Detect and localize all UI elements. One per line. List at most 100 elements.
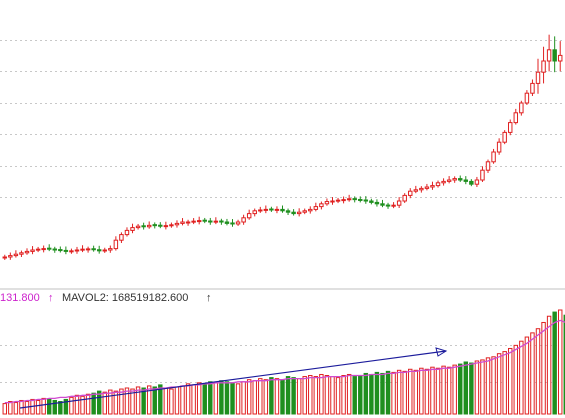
candle-body: [446, 179, 452, 182]
candle-body: [552, 49, 557, 62]
candle-body: [46, 247, 52, 250]
volume-bar: [358, 375, 363, 415]
candle-body: [224, 221, 230, 224]
candle-body: [180, 221, 185, 224]
volume-bar: [558, 309, 563, 415]
candle-body: [341, 199, 346, 202]
volume-bar: [102, 391, 107, 415]
volume-bar: [541, 321, 546, 415]
volume-bar: [246, 379, 252, 415]
volume-bar: [235, 383, 241, 415]
candle-body: [413, 189, 419, 192]
candle-body: [452, 178, 457, 181]
candle-body: [24, 250, 30, 254]
volume-bar: [252, 380, 257, 415]
volume-bar: [146, 385, 152, 415]
candle-body: [185, 221, 191, 224]
candle-body: [302, 210, 307, 213]
candle-body: [324, 201, 330, 205]
volume-bar: [258, 378, 263, 415]
volume-bar: [213, 382, 219, 415]
volume-bar: [91, 392, 96, 415]
candle-body: [330, 200, 335, 203]
candle-body: [419, 187, 424, 191]
volume-bar: [341, 375, 346, 415]
candle-body: [496, 141, 502, 153]
volume-bar: [74, 394, 80, 415]
candle-body: [141, 225, 146, 228]
candle-body: [458, 178, 463, 181]
volume-bar: [452, 364, 457, 415]
candle-body: [52, 248, 57, 251]
volume-bar: [196, 382, 202, 415]
volume-bar: [552, 311, 557, 415]
volume-bar: [96, 390, 102, 415]
volume-bar: [141, 387, 146, 415]
volume-bar: [396, 369, 402, 415]
volume-bar: [435, 367, 441, 415]
volume-bar: [224, 381, 230, 415]
volume-bar: [35, 399, 41, 415]
candle-body: [174, 222, 180, 226]
volume-bar: [424, 368, 430, 415]
candle-body: [363, 199, 369, 202]
candle-body: [535, 71, 541, 84]
volume-bar: [346, 373, 352, 415]
volume-bar: [69, 396, 74, 415]
candle-body: [213, 220, 219, 223]
volume-bar: [52, 399, 57, 415]
candle-body: [113, 239, 119, 250]
candle-body: [41, 248, 46, 251]
volume-bar: [363, 372, 369, 415]
candle-body: [352, 198, 357, 201]
volume-bar: [302, 376, 307, 415]
candle-body: [30, 249, 35, 252]
candle-body: [541, 60, 546, 73]
candle-body: [291, 211, 296, 215]
volume-bar: [80, 395, 85, 415]
candle-body: [191, 220, 196, 223]
candle-body: [346, 198, 352, 201]
volume-bar: [496, 353, 502, 415]
candle-body: [202, 219, 207, 222]
volume-bar: [446, 366, 452, 415]
candle-body: [391, 204, 396, 207]
volume-bar: [469, 362, 474, 415]
volume-bar: [313, 376, 319, 415]
candle-body: [91, 248, 96, 251]
candle-body: [319, 203, 324, 208]
volume-bar: [330, 376, 335, 415]
candle-body: [558, 54, 563, 62]
candle-body: [219, 220, 224, 223]
candle-body: [430, 185, 435, 188]
candle-body: [196, 220, 202, 223]
candle-body: [385, 204, 391, 207]
candle-body: [19, 252, 24, 255]
volume-bar: [158, 384, 163, 415]
volume-bar: [508, 347, 513, 415]
volume-bar: [274, 378, 280, 415]
trend-arrow-line: [19, 350, 447, 409]
volume-bar: [230, 382, 235, 415]
volume-bar: [502, 351, 507, 415]
candle-body: [135, 225, 141, 229]
candle-body: [2, 256, 7, 259]
indicator-labels: 131.800 ↑ MAVOL2: 168519182.600 ↑: [0, 292, 212, 304]
volume-bar: [2, 403, 7, 415]
volume-bar: [524, 336, 530, 415]
volume-bar: [513, 344, 519, 415]
volume-bar: [491, 356, 496, 415]
volume-bar: [180, 385, 185, 415]
volume-bar: [480, 359, 485, 415]
volume-bar: [202, 383, 207, 415]
candle-body: [296, 211, 302, 215]
volume-bar: [169, 388, 174, 415]
candle-body: [58, 249, 63, 252]
candle-body: [513, 112, 519, 124]
candle-body: [169, 224, 174, 227]
volume-bar: [13, 402, 19, 415]
volume-bar: [308, 375, 313, 415]
candle-body: [313, 206, 319, 210]
candle-body: [158, 224, 163, 227]
volume-bar: [485, 357, 491, 415]
